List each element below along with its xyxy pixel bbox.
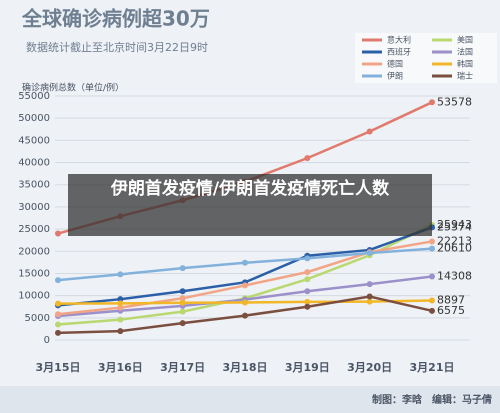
value-label: 25943 [437, 218, 472, 231]
x-tick-label: 3月19日 [285, 361, 330, 374]
point [179, 295, 186, 302]
point [304, 288, 311, 295]
point [179, 265, 186, 272]
point [429, 297, 435, 304]
point [429, 273, 435, 280]
overlay-text: 伊朗首发疫情/伊朗首发疫情死亡人数 [110, 179, 390, 199]
y-tick-label: 50000 [18, 113, 50, 124]
point [242, 259, 248, 266]
point [55, 230, 61, 237]
point [304, 255, 311, 262]
y-tick-label: 30000 [18, 202, 50, 213]
point [55, 321, 61, 328]
point [366, 293, 373, 300]
point [429, 307, 435, 314]
x-tick-label: 3月15日 [36, 361, 81, 374]
legend-label: 德国 [387, 59, 403, 69]
x-tick-label: 3月16日 [98, 361, 143, 374]
y-tick-label: 40000 [18, 158, 50, 169]
point [117, 271, 124, 278]
point [179, 288, 186, 295]
point [242, 282, 248, 289]
x-tick-label: 3月18日 [223, 361, 268, 374]
legend-label: 意大利 [387, 35, 411, 45]
y-tick-label: 55000 [18, 91, 50, 102]
point [55, 311, 61, 318]
point [179, 320, 186, 327]
chart-subtitle: 数据统计截止至北京时间3月22日9时 [26, 40, 208, 54]
legend-label: 西班牙 [387, 47, 411, 57]
point [55, 277, 61, 284]
point [117, 304, 124, 311]
point [366, 281, 373, 288]
point [304, 303, 311, 310]
y-tick-label: 25000 [18, 224, 50, 235]
value-label: 53578 [437, 95, 472, 108]
point [304, 298, 311, 305]
overlay-banner [68, 174, 432, 236]
point [55, 300, 61, 307]
y-tick-label: 10000 [18, 291, 50, 302]
value-label: 25374 [437, 220, 472, 233]
point [366, 298, 373, 305]
y-axis-label: 确诊病例总数（单位/例） [22, 82, 124, 94]
footer-credit: 制图：李晗 编辑：马子倩 [372, 393, 492, 406]
point [117, 300, 124, 307]
point [242, 299, 248, 306]
point [117, 316, 124, 323]
y-tick-label: 20000 [18, 246, 50, 257]
legend-label: 韩国 [457, 59, 473, 69]
point [55, 329, 61, 336]
x-tick-label: 3月20日 [347, 361, 392, 374]
point [366, 250, 373, 257]
point [117, 328, 124, 335]
y-tick-label: 35000 [18, 180, 50, 191]
point [429, 99, 435, 106]
y-tick-label: 15000 [18, 268, 50, 279]
point [429, 238, 435, 245]
y-tick-label: 5000 [25, 313, 50, 324]
x-tick-label: 3月21日 [410, 361, 455, 374]
legend-label: 伊朗 [387, 71, 403, 81]
y-tick-label: 0 [44, 335, 50, 346]
y-tick-label: 45000 [18, 135, 50, 146]
legend-label: 美国 [457, 35, 473, 45]
point [179, 308, 186, 315]
legend-label: 法国 [457, 47, 473, 57]
value-label: 14308 [437, 270, 472, 283]
point [304, 269, 311, 276]
legend-label: 瑞士 [457, 71, 473, 81]
point [179, 299, 186, 306]
point [366, 128, 373, 135]
point [117, 296, 124, 303]
value-label: 8897 [437, 294, 465, 307]
value-label: 22213 [437, 234, 472, 247]
overlay-holder: 伊朗首发疫情/伊朗首发疫情死亡人数 [110, 179, 390, 199]
value-label: 6575 [437, 304, 465, 317]
value-label: 20610 [437, 242, 472, 255]
point [429, 245, 435, 252]
point [304, 155, 311, 162]
chart-title: 全球确诊病例超30万 [21, 7, 210, 31]
point [304, 276, 311, 283]
point [242, 312, 248, 319]
footer-bar [0, 386, 500, 413]
x-tick-label: 3月17日 [160, 361, 205, 374]
